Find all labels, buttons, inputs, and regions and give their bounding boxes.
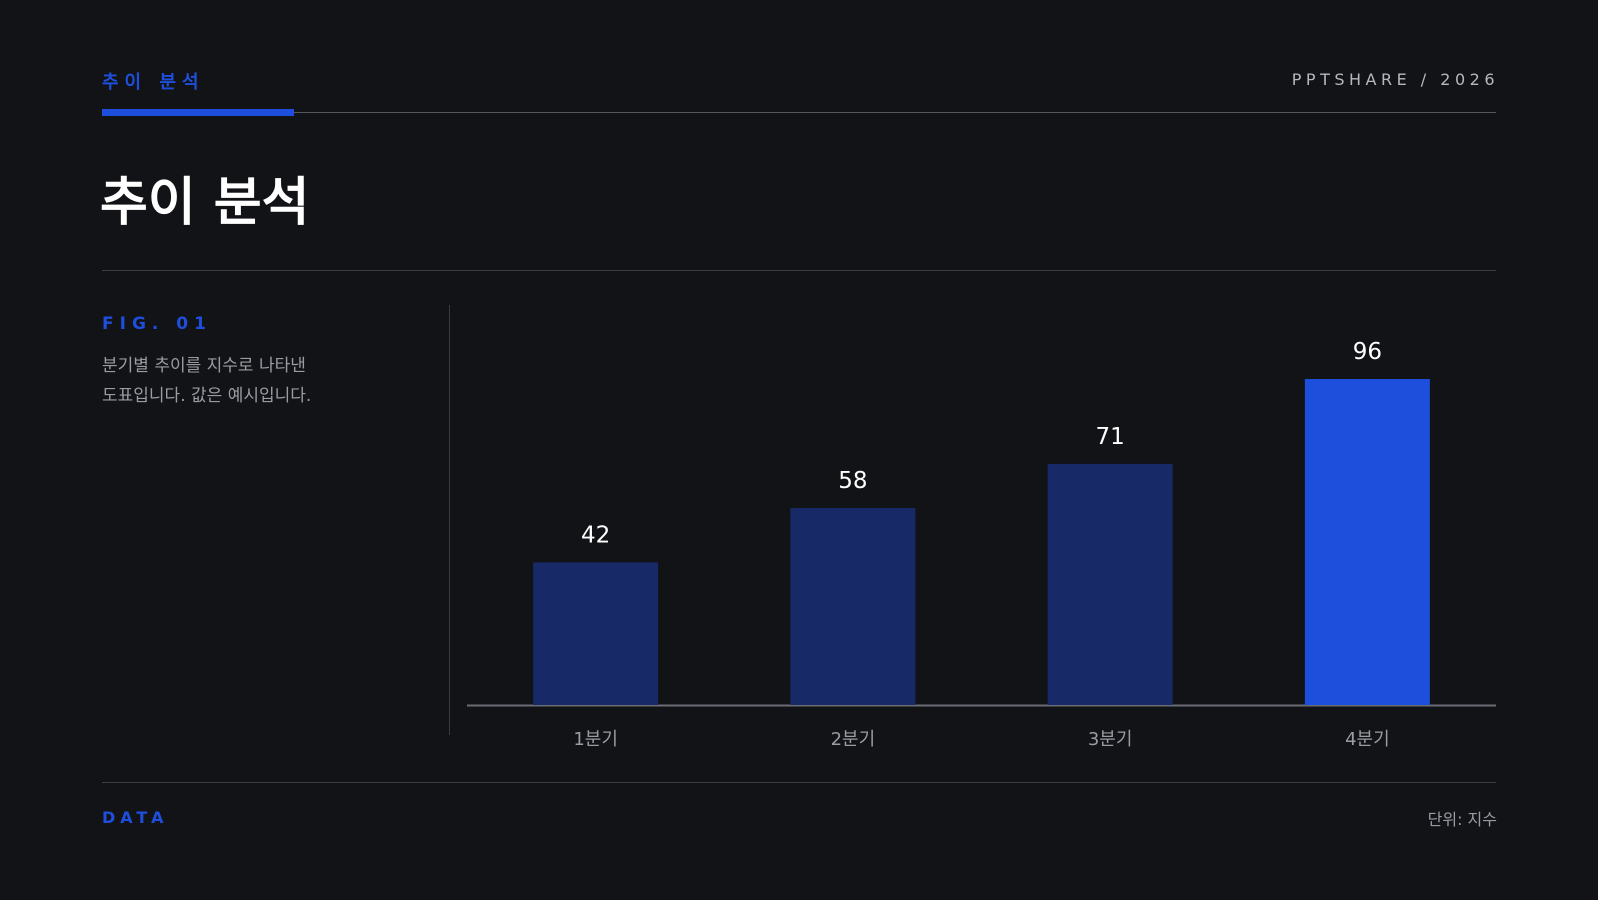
- figure-description: 분기별 추이를 지수로 나타낸 도표입니다. 값은 예시입니다.: [102, 351, 402, 411]
- brand-label: PPTSHARE / 2026: [1291, 70, 1499, 89]
- bar-4: [1304, 379, 1430, 705]
- bar-1: [533, 562, 659, 705]
- figure-description-line-2: 도표입니다. 값은 예시입니다.: [102, 386, 312, 406]
- bar-2: [790, 508, 916, 705]
- footer-divider: [102, 782, 1496, 783]
- bar-3: [1047, 463, 1173, 705]
- x-tick-label-1: 1분기: [573, 729, 618, 750]
- bar-value-label-2: 58: [838, 468, 867, 494]
- footer-unit-label: 단위: 지수: [1427, 810, 1497, 829]
- page-title: 추이 분석: [100, 173, 310, 233]
- section-kicker: 추이 분석: [102, 72, 205, 93]
- x-tick-label-4: 4분기: [1345, 729, 1390, 750]
- figure-description-line-1: 분기별 추이를 지수로 나타낸: [102, 356, 306, 376]
- x-tick-label-3: 3분기: [1088, 729, 1133, 750]
- bar-value-label-3: 71: [1095, 424, 1124, 450]
- header-divider: [102, 112, 1496, 113]
- figure-label: FIG. 01: [102, 314, 212, 334]
- x-tick-label-2: 2분기: [831, 729, 876, 750]
- footer-data-label: DATA: [102, 808, 169, 827]
- bar-value-label-4: 96: [1353, 339, 1382, 365]
- header-accent-bar: [102, 109, 294, 116]
- vertical-separator: [449, 305, 450, 735]
- title-divider: [102, 270, 1496, 271]
- bar-value-label-1: 42: [581, 522, 610, 548]
